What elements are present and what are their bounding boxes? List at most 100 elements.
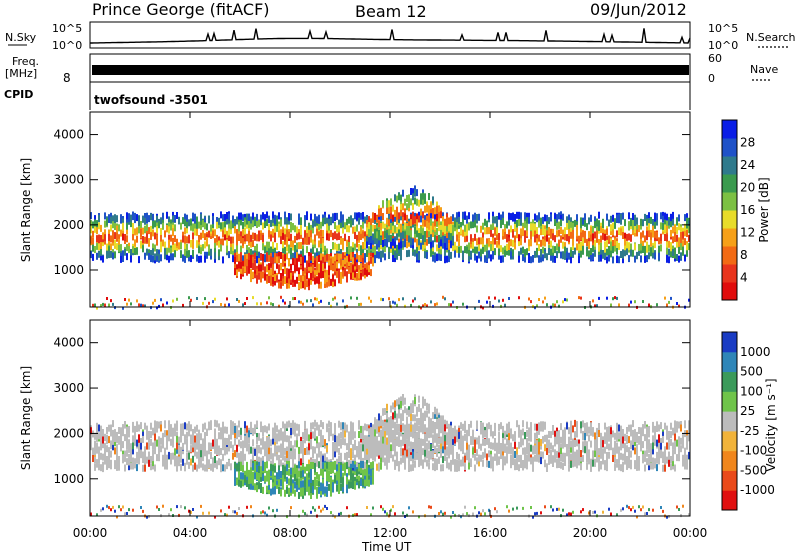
echo-cell [220,509,222,513]
echo-cell [594,221,596,229]
echo-cell [384,239,386,246]
echo-cell [334,444,336,452]
echo-cell [90,220,92,228]
echo-cell [352,444,354,452]
echo-cell [516,231,518,239]
echo-cell [132,508,134,512]
echo-cell [414,249,416,257]
echo-cell [100,304,102,308]
echo-cell [318,445,320,452]
echo-cell [220,432,222,440]
echo-cell [676,302,678,305]
echo-cell [372,237,374,245]
echo-cell [598,220,600,228]
echo-cell [188,234,190,242]
echo-cell [578,243,580,251]
echo-cell [126,512,128,515]
echo-cell [476,238,478,246]
echo-cell [494,248,496,256]
echo-cell [292,486,294,494]
echo-cell [234,262,236,270]
echo-cell [330,427,332,435]
echo-cell [280,252,282,259]
echo-cell [338,475,340,483]
echo-cell [394,301,396,305]
echo-cell [430,240,432,248]
echo-cell [362,478,364,486]
echo-cell [322,264,324,271]
echo-cell [122,229,124,237]
echo-cell [282,278,284,286]
echo-cell [566,255,568,263]
echo-cell [486,250,488,258]
echo-cell [140,438,142,445]
echo-cell [352,242,354,250]
echo-cell [194,214,196,222]
echo-cell [654,214,656,222]
echo-cell [348,438,350,446]
echo-cell [258,234,260,242]
echo-cell [306,478,308,486]
echo-cell [366,262,368,270]
echo-cell [536,238,538,246]
echo-cell [234,226,236,234]
echo-cell [236,478,238,486]
echo-cell [252,427,254,435]
echo-cell [350,262,352,270]
echo-cell [172,211,174,219]
echo-cell [184,506,186,510]
echo-cell [130,462,132,470]
echo-cell [448,249,450,257]
echo-cell [644,255,646,263]
echo-cell [204,432,206,440]
echo-cell [186,457,188,465]
echo-cell [240,427,242,435]
echo-cell [582,230,584,238]
echo-cell [184,437,186,445]
echo-cell [500,220,502,227]
echo-cell [308,222,310,230]
echo-cell [150,422,152,430]
echo-cell [236,255,238,262]
echo-cell [120,444,122,452]
echo-cell [326,479,328,487]
echo-cell [170,223,172,231]
echo-cell [222,433,224,441]
echo-cell [292,252,294,260]
echo-cell [128,445,130,453]
echo-cell [98,463,100,471]
echo-cell [596,230,598,238]
echo-cell [260,483,262,490]
nsky-tick-high: 10^5 [52,22,82,35]
echo-cell [256,213,258,221]
echo-cell [154,253,156,261]
echo-cell [496,227,498,235]
echo-cell [554,213,556,221]
echo-cell [642,219,644,227]
echo-cell [592,233,594,241]
echo-cell [594,216,596,224]
echo-cell [262,260,264,268]
echo-cell [176,442,178,450]
echo-cell [124,450,126,458]
echo-cell [232,510,234,514]
echo-cell [170,438,172,446]
echo-cell [256,461,258,469]
echo-cell [326,465,328,473]
echo-cell [558,229,560,237]
echo-cell [212,217,214,225]
echo-cell [528,256,530,263]
echo-cell [306,268,308,276]
echo-cell [232,243,234,251]
echo-cell [418,243,420,251]
echo-cell [614,296,616,300]
echo-cell [314,213,316,221]
echo-cell [184,213,186,221]
nave-tick-high: 60 [708,52,722,65]
echo-cell [114,251,116,259]
echo-cell [252,263,254,270]
echo-cell [396,246,398,254]
echo-cell [122,222,124,230]
echo-cell [142,241,144,249]
echo-cell [304,237,306,245]
